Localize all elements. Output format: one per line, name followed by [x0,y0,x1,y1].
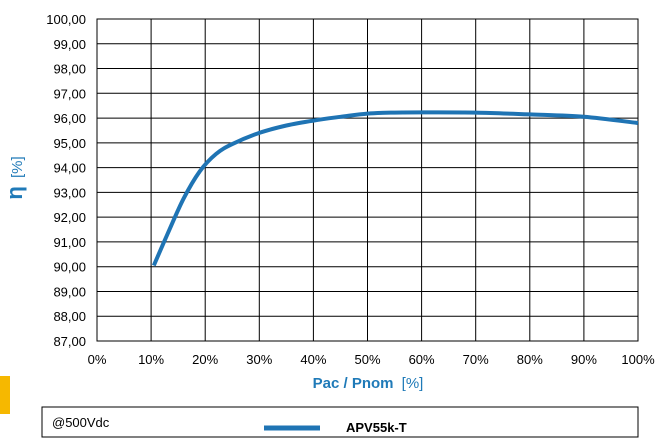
accent-bar [0,376,10,414]
x-tick-label: 10% [138,352,164,367]
svg-text:η [%]: η [%] [2,156,27,199]
x-tick-label: 80% [517,352,543,367]
y-tick-label: 92,00 [53,210,86,225]
x-tick-label: 60% [409,352,435,367]
y-tick-label: 89,00 [53,284,86,299]
x-tick-label: 100% [621,352,655,367]
plot-area-frame [96,18,639,342]
series-layer [151,110,639,267]
y-tick-label: 95,00 [53,136,86,151]
y-tick-label: 94,00 [53,161,86,176]
x-tick-label: 20% [192,352,218,367]
y-tick-label: 91,00 [53,235,86,250]
series-line-APV55k-T [151,110,639,267]
y-tick-label: 88,00 [53,309,86,324]
x-axis-title: Pac / Pnom [%] [313,375,424,392]
y-tick-label: 100,00 [46,12,86,27]
legend-series-name: APV55k-T [346,420,407,435]
x-tick-label: 50% [354,352,380,367]
x-tick-label: 40% [300,352,326,367]
y-tick-label: 93,00 [53,185,86,200]
y-axis-title: η [%] [2,156,27,199]
y-axis-tick-labels: 87,00 88,00 89,00 90,00 91,00 92,00 93,00 94,00… [46,12,86,349]
x-axis-tick-labels: 0% 10% 20% 30% 40% 50% 60% 70% 80% 90% 100% [88,352,655,367]
y-axis-title-unit: [%] [9,156,26,178]
y-tick-label: 90,00 [53,260,86,275]
y-axis-title-main: η [2,186,27,199]
legend-condition: @500Vdc [52,415,110,430]
x-tick-label: 70% [463,352,489,367]
y-tick-label: 87,00 [53,334,86,349]
x-tick-label: 0% [88,352,107,367]
x-tick-label: 90% [571,352,597,367]
y-tick-label: 98,00 [53,62,86,77]
y-tick-label: 97,00 [53,86,86,101]
legend-box [41,406,639,438]
y-tick-label: 96,00 [53,111,86,126]
x-axis-title-unit: [%] [402,375,424,392]
x-axis-title-main: Pac / Pnom [313,375,394,392]
y-tick-label: 99,00 [53,37,86,52]
x-tick-label: 30% [246,352,272,367]
